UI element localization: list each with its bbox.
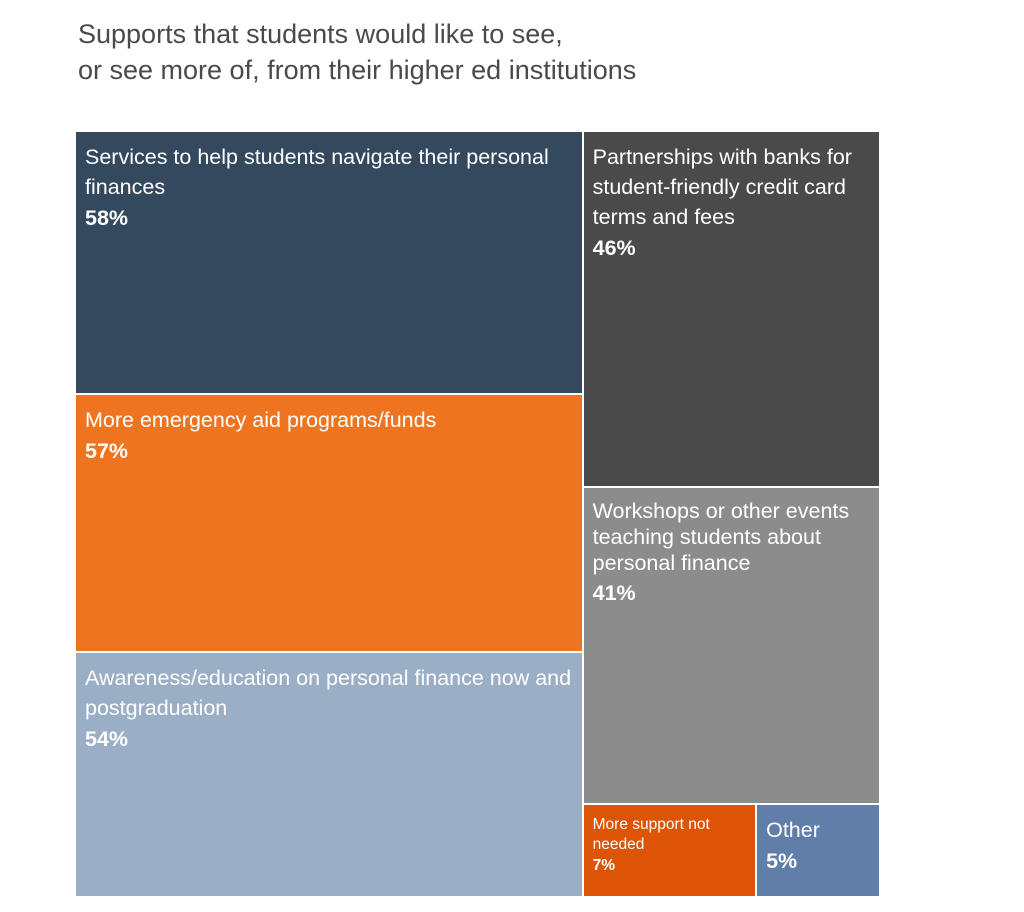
tile-value: 5% (766, 849, 798, 874)
tile-value: 7% (592, 857, 616, 875)
tile-value: 41% (592, 580, 636, 605)
tile-label: More support not needed (592, 816, 710, 854)
tile-label: Workshops or other events teaching stude… (592, 498, 850, 575)
tile-services-personal-finances: Services to help students navigate their… (76, 132, 582, 393)
tile-value: 46% (592, 236, 636, 260)
tile-value: 57% (85, 438, 129, 463)
tile-label: Other (766, 818, 820, 843)
tile-value: 58% (85, 206, 129, 230)
tile-value: 54% (85, 727, 129, 752)
chart-title: Supports that students would like to see… (78, 16, 978, 88)
tile-bank-partnerships: Partnerships with banks for student-frie… (583, 132, 879, 486)
tile-label: Awareness/education on personal finance … (85, 666, 572, 721)
chart-title-line-2: or see more of, from their higher ed ins… (78, 55, 637, 85)
tile-support-not-needed: More support not needed 7% (583, 805, 756, 896)
treemap-chart: Services to help students navigate their… (76, 132, 881, 898)
tile-awareness-education: Awareness/education on personal finance … (76, 653, 582, 896)
tile-label: Services to help students navigate their… (85, 145, 549, 199)
tile-workshops-events: Workshops or other events teaching stude… (583, 487, 879, 804)
tile-label: More emergency aid programs/funds (85, 407, 437, 432)
tile-other: Other 5% (757, 805, 879, 896)
tile-emergency-aid: More emergency aid programs/funds 57% (76, 394, 582, 652)
tile-label: Partnerships with banks for student-frie… (592, 145, 852, 229)
chart-title-line-1: Supports that students would like to see… (78, 19, 563, 49)
